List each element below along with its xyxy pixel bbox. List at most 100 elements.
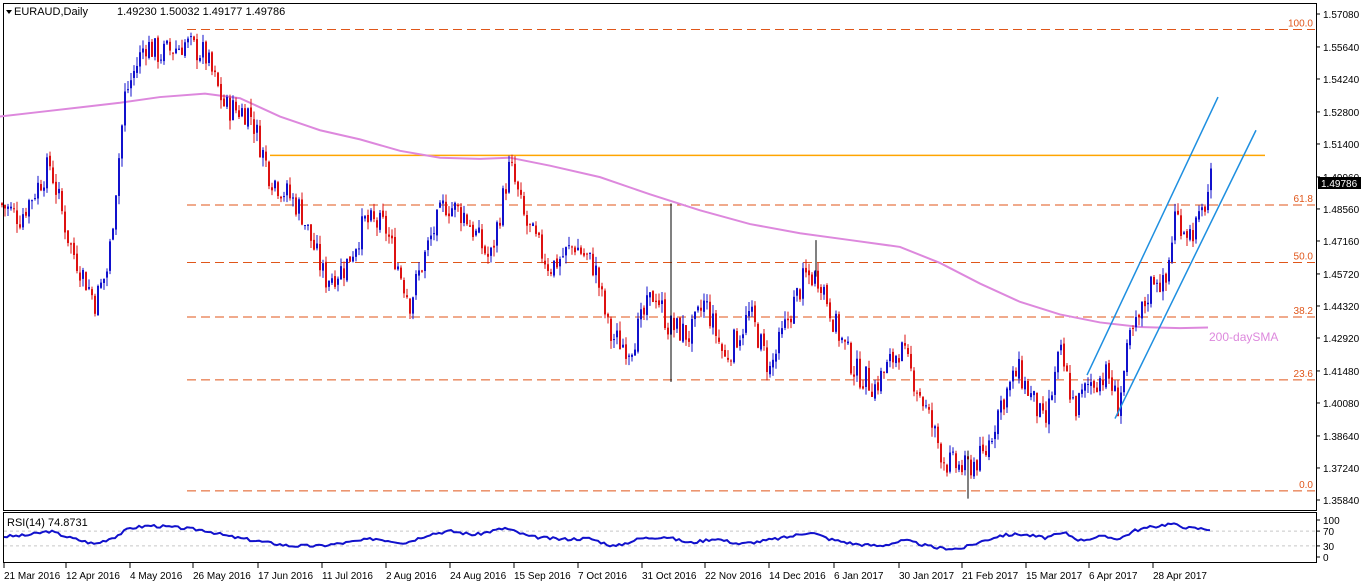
candle <box>391 229 393 244</box>
candle-body <box>1111 377 1113 391</box>
candle <box>1183 230 1185 235</box>
candle <box>235 97 237 114</box>
candle-body <box>34 198 36 200</box>
candle <box>838 311 840 347</box>
candle <box>715 310 717 344</box>
candle-body <box>901 342 903 362</box>
candle <box>472 221 474 241</box>
candle-body <box>58 188 60 194</box>
candle-body <box>130 80 132 89</box>
candle-body <box>829 302 831 319</box>
candle-body <box>943 462 945 464</box>
candle-body <box>574 247 576 253</box>
channel-line <box>1114 129 1257 419</box>
candle-body <box>613 339 615 341</box>
candle-body <box>754 305 756 323</box>
candle <box>610 316 612 349</box>
candle <box>874 379 876 402</box>
x-tick-label: 4 May 2016 <box>130 571 183 582</box>
candle-body <box>676 318 678 329</box>
candle <box>730 359 732 367</box>
candle-body <box>568 245 570 247</box>
candle <box>712 304 714 335</box>
candle <box>1048 389 1050 434</box>
candle <box>280 195 282 203</box>
candle <box>478 219 480 234</box>
candle <box>844 339 846 350</box>
candle <box>190 32 192 46</box>
candle-body <box>661 300 663 304</box>
candle-body <box>877 382 879 391</box>
candle-body <box>64 211 66 233</box>
candle-body <box>1117 387 1119 417</box>
candle <box>1174 203 1176 245</box>
candle-body <box>562 256 564 258</box>
candle <box>211 51 213 76</box>
time-axis: 21 Mar 2016 12 Apr 2016 4 May 2016 26 May 2… <box>3 563 1207 582</box>
candle-body <box>805 267 807 273</box>
candle-body <box>85 272 87 291</box>
candle <box>616 323 618 345</box>
candle-body <box>400 267 402 279</box>
candle <box>340 258 342 280</box>
candle-body <box>1042 403 1044 411</box>
candle-body <box>724 350 726 357</box>
candle <box>1054 366 1056 403</box>
candle-body <box>1144 300 1146 307</box>
candle <box>418 262 420 281</box>
candle-body <box>628 355 630 357</box>
candle-body <box>1066 365 1068 372</box>
candle-body <box>1000 400 1002 413</box>
candle <box>1159 274 1161 293</box>
candle <box>379 209 381 233</box>
candle-body <box>394 236 396 270</box>
y-tick-label: 1.40080 <box>1323 399 1360 410</box>
candle-body <box>904 343 906 346</box>
candle <box>751 300 753 317</box>
candle-body <box>640 309 642 320</box>
candle-body <box>994 431 996 440</box>
candle <box>184 39 186 59</box>
candle-body <box>16 210 18 225</box>
candle-body <box>397 266 399 270</box>
candle <box>268 160 270 190</box>
rsi-tick-label: 100 <box>1323 516 1340 527</box>
candle <box>355 248 357 262</box>
candle-body <box>1060 344 1062 351</box>
candle-body <box>772 359 774 368</box>
candle <box>742 328 744 346</box>
candle-body <box>175 48 177 54</box>
candle <box>868 360 870 392</box>
candle <box>463 205 465 227</box>
candle <box>55 173 57 204</box>
candle <box>673 312 675 338</box>
candle-body <box>91 289 93 296</box>
candle <box>487 246 489 264</box>
candle-body <box>1183 232 1185 234</box>
candle <box>382 203 384 219</box>
candle <box>223 94 225 107</box>
candle-body <box>832 319 834 332</box>
candle <box>925 399 927 409</box>
candle <box>1072 390 1074 400</box>
candle <box>346 258 348 283</box>
candle <box>262 147 264 167</box>
candle <box>544 253 546 269</box>
candle <box>247 107 249 130</box>
x-tick-label: 28 Apr 2017 <box>1153 571 1207 582</box>
candle-body <box>373 211 375 220</box>
candle <box>199 55 201 63</box>
candle <box>862 380 864 390</box>
candle <box>718 329 720 345</box>
candle-body <box>67 230 69 244</box>
candle <box>76 245 78 274</box>
candle-body <box>496 222 498 246</box>
candle-body <box>238 110 240 117</box>
candle-body <box>283 196 285 198</box>
candle <box>160 54 162 64</box>
candle-body <box>511 161 513 163</box>
fib-level: 38.2 <box>187 306 1315 318</box>
candle <box>646 286 648 321</box>
candle-body <box>982 444 984 452</box>
candle <box>703 293 705 318</box>
